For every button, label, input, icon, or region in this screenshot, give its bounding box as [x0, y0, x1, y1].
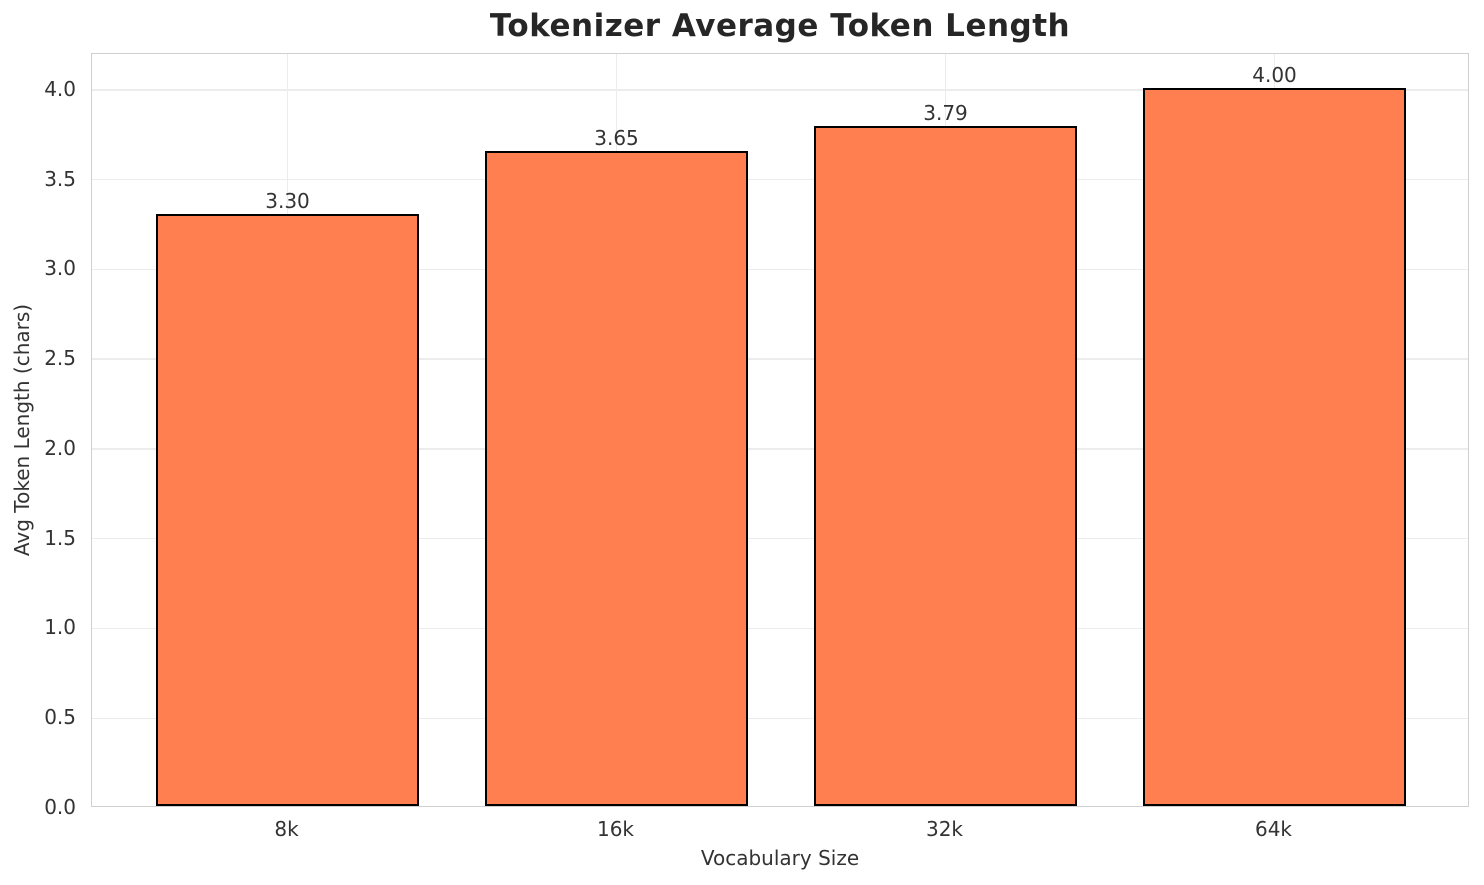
bar: [485, 150, 748, 806]
y-gridline: [92, 268, 1468, 271]
y-gridline: [92, 178, 1468, 181]
y-axis-label: Avg Token Length (chars): [10, 303, 34, 557]
x-tick-label: 8k: [274, 817, 299, 841]
bar: [1143, 87, 1406, 806]
y-gridline: [92, 358, 1468, 360]
y-gridline: [92, 717, 1468, 719]
y-tick-label: 4.0: [44, 76, 76, 101]
y-tick-label: 2.0: [44, 435, 76, 460]
y-tick-label: 3.5: [44, 166, 76, 191]
y-tick-label: 3.0: [44, 256, 76, 281]
bar: [156, 213, 419, 806]
y-tick-label: 1.0: [44, 615, 76, 640]
bar-value-label: 3.65: [594, 125, 639, 150]
y-gridline: [92, 89, 1468, 91]
bar-value-label: 3.30: [265, 188, 310, 213]
bar-value-label: 3.79: [923, 100, 968, 125]
plot-area: 3.30 3.65 3.79 4.00: [91, 53, 1469, 807]
x-tick-label: 16k: [596, 817, 635, 841]
y-tick-label: 1.5: [44, 525, 76, 550]
x-axis-label: Vocabulary Size: [700, 846, 860, 870]
x-tick-label: 64k: [1254, 817, 1293, 841]
y-gridline: [92, 627, 1468, 630]
x-tick-label: 32k: [925, 817, 964, 841]
y-tick-label: 0.5: [44, 705, 76, 730]
y-tick-label: 2.5: [44, 346, 76, 371]
chart-title: Tokenizer Average Token Length: [489, 8, 1071, 44]
y-gridline: [92, 538, 1468, 540]
bar: [814, 125, 1077, 806]
bar-value-label: 4.00: [1252, 62, 1297, 87]
y-tick-label: 0.0: [44, 795, 76, 819]
y-gridline: [92, 448, 1468, 450]
